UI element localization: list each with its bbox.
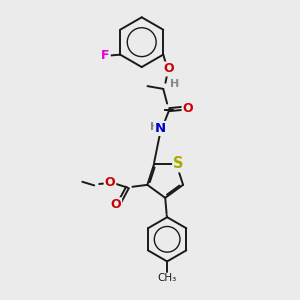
Text: CH₃: CH₃: [158, 273, 177, 283]
Text: N: N: [155, 122, 166, 135]
Text: S: S: [173, 156, 184, 171]
Text: F: F: [101, 50, 110, 62]
Text: O: O: [110, 198, 121, 211]
Text: H: H: [150, 122, 159, 132]
Text: O: O: [163, 62, 173, 76]
Text: O: O: [105, 176, 115, 189]
Text: H: H: [170, 79, 179, 89]
Text: O: O: [183, 102, 193, 115]
